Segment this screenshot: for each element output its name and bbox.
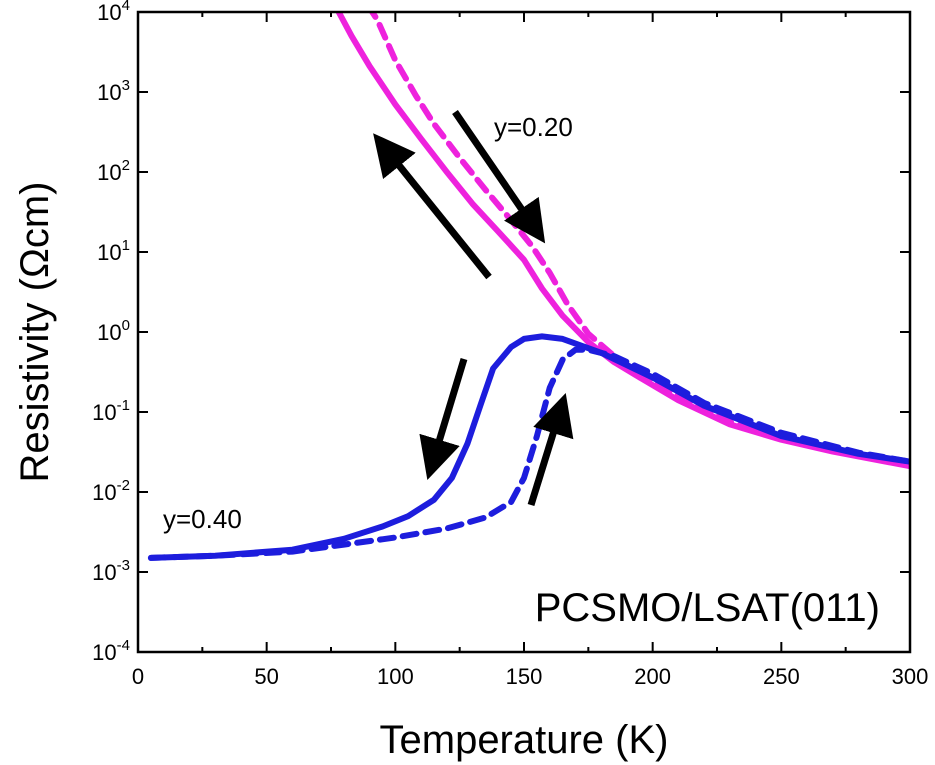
arrow-up-right: [527, 392, 574, 507]
sample-label: PCSMO/LSAT(011): [535, 586, 880, 630]
label-y-0-40: y=0.40: [163, 504, 242, 534]
arrow-up-left: [373, 133, 492, 280]
series-line-4: [147, 346, 910, 561]
x-axis: 0 50 100 150 200 250 300: [132, 12, 928, 689]
x-tick-label: 50: [254, 664, 278, 689]
y-tick-label: 104: [97, 0, 130, 25]
x-tick-label: 100: [377, 664, 414, 689]
arrow-down-left: [419, 357, 468, 481]
x-axis-title: Temperature (K): [380, 718, 669, 762]
arrow-group: [373, 110, 574, 507]
y-tick-label: 10-1: [92, 397, 130, 425]
y-tick-label: 103: [97, 77, 130, 105]
y-tick-label: 10-4: [92, 637, 130, 665]
x-tick-label: 0: [132, 664, 144, 689]
y-tick-label: 10-3: [92, 557, 130, 585]
series-line-2: [369, 12, 910, 468]
x-tick-label: 300: [892, 664, 929, 689]
y-tick-label: 101: [97, 237, 130, 265]
series-layer: [147, 12, 910, 561]
y-axis-title: Resistivity (Ωcm): [13, 182, 57, 483]
y-tick-label: 10-2: [92, 477, 130, 505]
y-tick-label: 102: [97, 157, 130, 185]
y-tick-label: 100: [97, 317, 130, 345]
label-y-0-20: y=0.20: [494, 112, 573, 142]
x-tick-label: 250: [763, 664, 800, 689]
x-tick-label: 150: [506, 664, 543, 689]
y-axis: 10-4 10-3 10-2 10-1 100 101 102 103 104: [92, 0, 910, 665]
x-tick-label: 200: [634, 664, 671, 689]
series-line-1: [335, 12, 910, 470]
arrow-down-right: [452, 110, 546, 244]
